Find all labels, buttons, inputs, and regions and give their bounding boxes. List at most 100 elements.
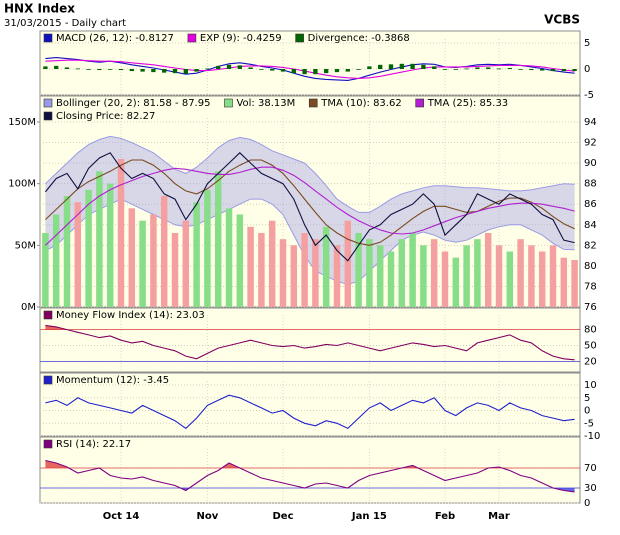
bar bbox=[270, 69, 275, 71]
bar bbox=[506, 251, 514, 307]
bar bbox=[313, 69, 318, 75]
bar bbox=[52, 214, 60, 307]
bar bbox=[42, 233, 49, 307]
y-tick-label: 94 bbox=[584, 117, 597, 128]
bar bbox=[171, 233, 179, 307]
y-tick-label: 82 bbox=[584, 240, 597, 251]
bar bbox=[205, 68, 210, 70]
legend-swatch bbox=[224, 98, 233, 108]
legend-label: RSI (14): 22.17 bbox=[56, 439, 131, 450]
legend-label: MACD (26, 12): -0.8127 bbox=[56, 33, 174, 44]
legend-swatch bbox=[187, 33, 197, 43]
bar bbox=[550, 69, 556, 72]
line bbox=[45, 57, 575, 81]
bar bbox=[561, 69, 566, 72]
bar bbox=[129, 69, 134, 72]
y-tick-label: 70 bbox=[584, 463, 597, 474]
bar bbox=[247, 226, 254, 307]
legend-label: TMA (25): 85.33 bbox=[427, 98, 508, 109]
bar bbox=[64, 67, 70, 69]
line bbox=[45, 166, 575, 246]
bar bbox=[43, 66, 48, 69]
bar bbox=[507, 67, 512, 69]
bar bbox=[75, 68, 80, 70]
bar bbox=[409, 233, 416, 307]
bar bbox=[452, 257, 460, 307]
bar bbox=[322, 226, 330, 307]
bar bbox=[54, 65, 59, 69]
bar bbox=[549, 245, 557, 307]
line bbox=[45, 459, 575, 493]
bar bbox=[410, 63, 415, 69]
legend-swatch bbox=[415, 98, 425, 108]
bar bbox=[63, 196, 71, 307]
bar bbox=[430, 239, 438, 307]
legend-swatch bbox=[43, 375, 53, 385]
bar bbox=[108, 69, 113, 70]
bar bbox=[453, 69, 458, 70]
bar bbox=[237, 65, 242, 69]
y-tick-label: 5 bbox=[584, 393, 590, 404]
bar bbox=[334, 69, 340, 73]
bar bbox=[86, 69, 91, 70]
bar bbox=[387, 251, 395, 307]
bar bbox=[495, 245, 503, 307]
bar bbox=[214, 171, 222, 307]
legend-label: Divergence: -0.3868 bbox=[308, 33, 410, 44]
y-tick-label: 84 bbox=[584, 220, 597, 231]
bar bbox=[441, 251, 449, 307]
y-tick-label: 5 bbox=[584, 38, 590, 49]
bar bbox=[420, 245, 427, 307]
band-lower bbox=[45, 198, 575, 285]
bar bbox=[463, 245, 470, 307]
bar bbox=[139, 220, 146, 307]
bar bbox=[118, 69, 124, 71]
bar bbox=[279, 239, 287, 307]
bar bbox=[432, 66, 437, 69]
line bbox=[45, 324, 575, 361]
y-tick-label: 92 bbox=[584, 138, 597, 149]
y-tick-label: 0 bbox=[584, 498, 590, 509]
bar bbox=[378, 64, 383, 69]
bar bbox=[324, 69, 329, 74]
bar bbox=[484, 233, 492, 307]
y-tick-label: 80 bbox=[584, 261, 597, 272]
bar bbox=[85, 189, 92, 307]
x-tick-label: Feb bbox=[435, 511, 455, 522]
bar bbox=[312, 239, 319, 307]
bar bbox=[150, 214, 157, 307]
y2-tick-label: 50M bbox=[15, 240, 36, 251]
bar bbox=[74, 202, 82, 307]
legend-label: Money Flow Index (14): 23.03 bbox=[56, 310, 205, 321]
bar bbox=[496, 68, 502, 70]
y-tick-label: 90 bbox=[584, 158, 597, 169]
y-tick-label: 78 bbox=[584, 281, 597, 292]
bar bbox=[474, 239, 481, 307]
y-tick-label: 76 bbox=[584, 302, 597, 313]
y-tick-label: 0 bbox=[584, 64, 590, 75]
bar bbox=[291, 69, 296, 74]
bar bbox=[517, 239, 524, 307]
y-tick-label: -5 bbox=[584, 90, 594, 101]
line bbox=[44, 152, 575, 262]
bar bbox=[193, 202, 200, 307]
bar bbox=[172, 69, 178, 74]
y-tick-label: 80 bbox=[584, 325, 597, 336]
oversold-fill bbox=[45, 361, 575, 362]
bar bbox=[442, 69, 448, 70]
legend-label: Closing Price: 82.27 bbox=[56, 111, 155, 122]
bar bbox=[117, 159, 125, 307]
bar bbox=[529, 69, 534, 71]
bar bbox=[96, 171, 103, 307]
bar bbox=[518, 69, 523, 70]
bar bbox=[290, 245, 298, 307]
bar bbox=[366, 239, 373, 307]
x-tick-label: Dec bbox=[272, 511, 293, 522]
bar bbox=[475, 67, 480, 69]
bar bbox=[236, 214, 244, 307]
bar bbox=[258, 233, 265, 307]
bar bbox=[280, 69, 286, 72]
bar bbox=[301, 233, 308, 307]
legend-label: Vol: 38.13M bbox=[236, 98, 295, 109]
